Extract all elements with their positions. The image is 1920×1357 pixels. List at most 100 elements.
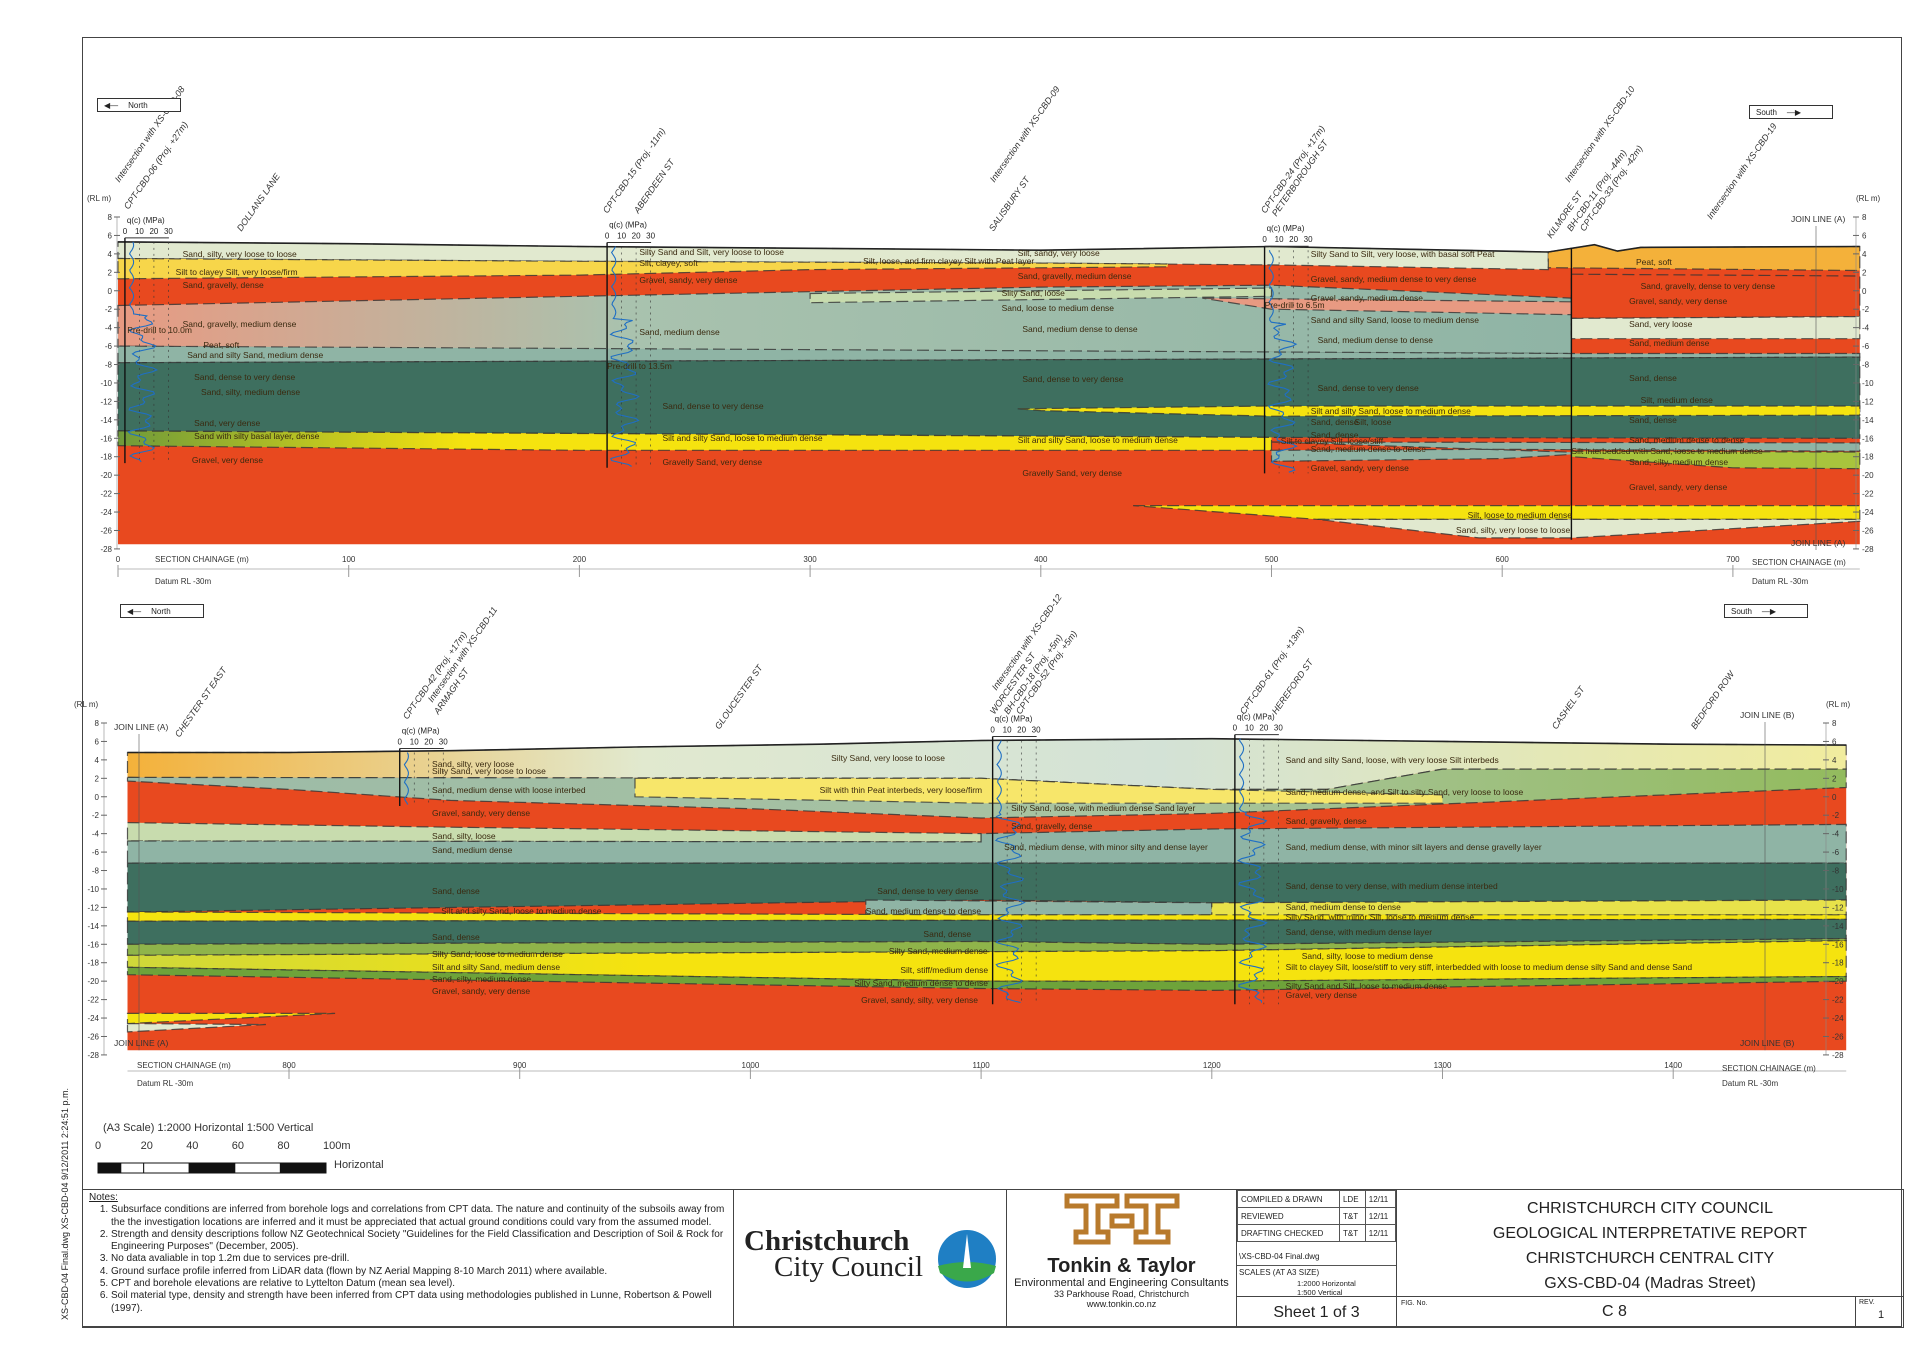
rl-tick-label: 2 (95, 774, 100, 783)
rl-tick-label: -18 (100, 453, 112, 462)
qc-tick-label: 30 (1274, 724, 1283, 733)
consultant-name: Tonkin & Taylor (1047, 1255, 1196, 1277)
layer-label: Sand, gravelly, dense (1285, 815, 1367, 826)
chainage-tick-label: 1400 (1664, 1061, 1682, 1070)
layer-label: Gravel, sandy, silty, very dense (861, 994, 978, 1005)
consultant-address: 33 Parkhouse Road, Christchurch (1053, 1289, 1190, 1299)
layer-label: Gravelly Sand, very dense (1022, 468, 1123, 479)
layer-label: Sand, silty, very loose to loose (1456, 525, 1571, 536)
layer-label: Sand, medium dense to dense (1022, 323, 1138, 334)
rl-tick-label: -8 (92, 867, 100, 876)
qc-tick-label: 0 (605, 232, 610, 241)
layer-label: Silty Sand and Silt, loose to medium den… (1285, 980, 1448, 991)
signoff-role: REVIEWED (1237, 1207, 1340, 1225)
layer-label: Sand, gravelly, dense (1011, 821, 1093, 832)
chainage-tick-label: 800 (282, 1061, 296, 1070)
chainage-tick-label: 900 (513, 1061, 527, 1070)
rl-tick-label: 4 (108, 250, 113, 259)
rl-tick-label: 0 (95, 793, 100, 802)
layer-label: Sand, medium dense to dense (1629, 435, 1745, 446)
layer-label: Gravel, sandy, very dense (1310, 462, 1409, 473)
rev-number: 1 (1878, 1309, 1885, 1321)
layer-label: Sand, dense to very dense (662, 401, 764, 411)
signoff-row: DRAFTING CHECKED T&T 12/11 (1237, 1224, 1397, 1242)
area-title: CHRISTCHURCH CENTRAL CITY (1525, 1250, 1775, 1267)
rl-tick-label: -24 (87, 1014, 99, 1023)
file-name: \XS-CBD-04 Final.dwg (1237, 1242, 1396, 1266)
layer-label: Silty Sand and Silt, very loose to loose (639, 247, 784, 258)
layer-label: Sand, silty, medium dense (1629, 457, 1729, 468)
signoff-by: T&T (1338, 1224, 1366, 1242)
soil-layer (809, 287, 1273, 304)
qc-axis-label: q(c) (MPa) (995, 715, 1033, 724)
rl-tick-label: -26 (100, 526, 112, 535)
rl-tick-label: -28 (100, 545, 112, 554)
layer-label: Silty Sand, with minor Silt, loose to me… (1285, 911, 1475, 922)
rl-tick-label: 2 (108, 268, 113, 277)
rl-tick-label: -6 (105, 342, 113, 351)
soil-layer (117, 356, 1861, 439)
layer-label: Sand, very loose (1629, 318, 1693, 329)
layer-label: Sand, dense (1310, 416, 1359, 427)
cpt-trace (609, 246, 640, 467)
rl-tick-label: 8 (1862, 213, 1867, 222)
soil-layer (1270, 441, 1861, 462)
layer-label: Silt to clayey Silt, loose/stiff to very… (1285, 962, 1693, 973)
rl-tick-label: -4 (1862, 324, 1870, 333)
layer-label: Sand, gravelly, dense (182, 280, 264, 291)
consultant-tagline: Environmental and Engineering Consultant… (1014, 1277, 1229, 1289)
layer-label: Silt to clayey Silt, loose/stiff (1280, 436, 1384, 447)
chainage-tick-label: 400 (1034, 555, 1048, 564)
rl-tick-label: -24 (100, 508, 112, 517)
layer-label: Sand, silty, very loose to loose (182, 248, 297, 259)
soil-layer (634, 777, 1444, 804)
soil-layer (1570, 450, 1861, 470)
join-line-label: JOIN LINE (B) (1740, 1038, 1795, 1048)
soil-layer (126, 1012, 336, 1025)
soil-layer (126, 939, 1847, 982)
layer-label: Silty Sand, loose, with medium dense San… (1011, 802, 1196, 813)
layer-label: Gravel, sandy, very dense (639, 274, 738, 285)
rl-tick-label: 8 (108, 213, 113, 222)
rl-tick-label: -24 (1862, 508, 1874, 517)
rl-tick-label: 2 (1862, 268, 1867, 277)
soil-layer (1570, 315, 1861, 340)
qc-tick-label: 0 (990, 726, 995, 735)
chainage-tick-label: 1000 (742, 1061, 760, 1070)
notes-heading: Notes: (89, 1192, 118, 1203)
layer-label: Silty Sand, loose (1001, 287, 1065, 298)
layer-label: Silt and silty Sand, loose to medium den… (1310, 405, 1471, 416)
chainage-tick-label: 1200 (1203, 1061, 1221, 1070)
layer-label: Sand, dense to very dense (1022, 374, 1124, 385)
chainage-tick-label: 1100 (972, 1061, 990, 1070)
rl-tick-label: 8 (95, 719, 100, 728)
rl-tick-label: -20 (100, 471, 112, 480)
layer-label: Gravel, sandy, very dense (432, 808, 531, 819)
note-item: No data avaliable in top 1.2m due to ser… (111, 1253, 727, 1265)
rl-tick-label: -22 (100, 490, 112, 499)
layer-label: Sand, gravelly, dense to very dense (1640, 281, 1776, 292)
sheet-number: Sheet 1 of 3 (1237, 1296, 1396, 1327)
rl-tick-label: 0 (1832, 793, 1837, 802)
join-line-label: JOIN LINE (A) (1791, 214, 1846, 224)
cpt-trace (403, 752, 409, 805)
council-name-line1: Christchurch (744, 1225, 910, 1257)
scale-tick-label: 100m (323, 1140, 351, 1152)
consultant-website[interactable]: www.tonkin.co.nz (1086, 1299, 1157, 1309)
south-label: South (1756, 107, 1777, 117)
rl-tick-label: 4 (95, 756, 100, 765)
arrow-left-icon: ◀— (127, 606, 142, 616)
layer-label: Gravel, sandy, very dense (1629, 295, 1728, 306)
join-line-label: JOIN LINE (B) (1740, 710, 1795, 720)
rl-tick-label: -14 (87, 922, 99, 931)
north-arrow-lower: ◀— North (120, 604, 204, 618)
rl-tick-label: -16 (100, 434, 112, 443)
layer-label: Silty Sand, very loose to loose (432, 765, 546, 776)
qc-tick-label: 20 (1289, 235, 1298, 244)
signoff-role: COMPILED & DRAWN (1237, 1190, 1340, 1208)
rl-tick-label: -10 (87, 885, 99, 894)
rl-tick-label: -12 (1862, 397, 1874, 406)
chainage-label: SECTION CHAINAGE (m) (155, 555, 249, 564)
ground-surface (127, 737, 1847, 754)
datum-label: Datum RL -30m (1722, 1079, 1779, 1088)
